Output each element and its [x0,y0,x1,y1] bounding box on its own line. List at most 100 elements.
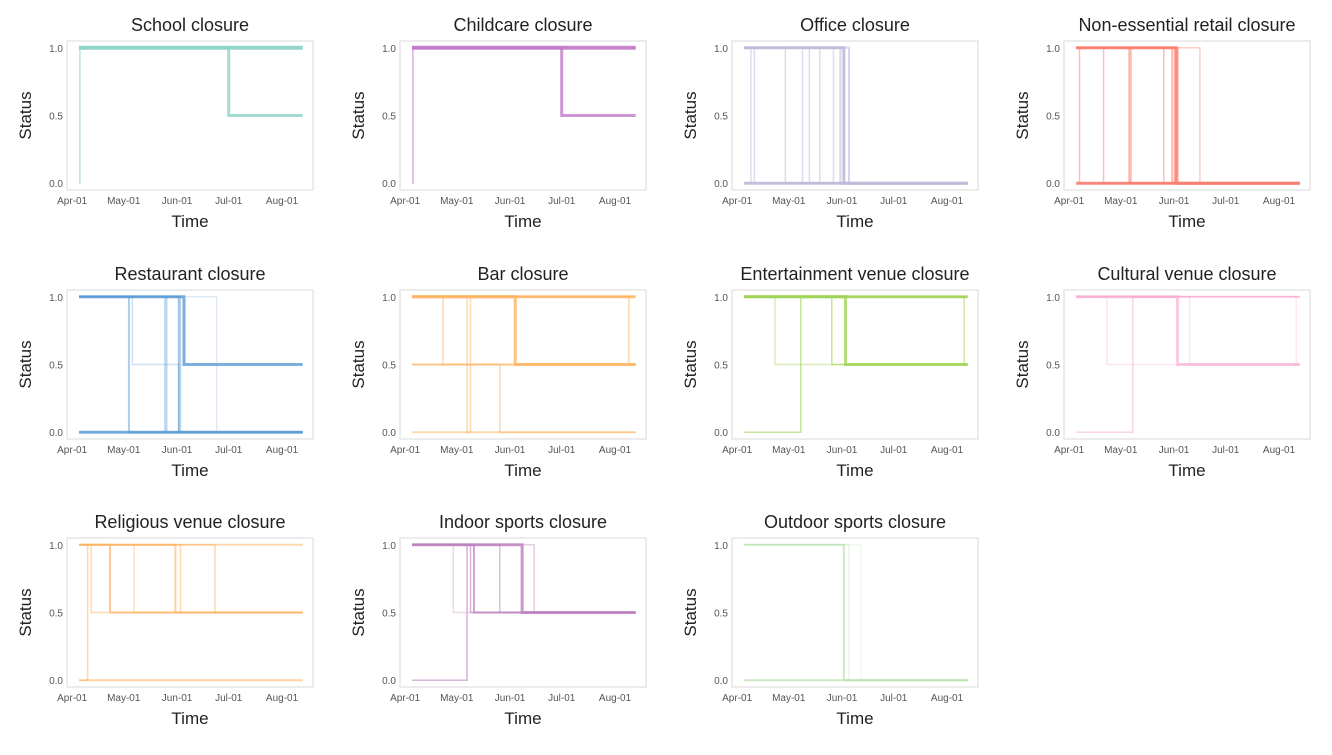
x-tick-label: May-01 [772,196,806,207]
x-tick-label: Jun-01 [827,445,858,456]
x-tick-label: Jul-01 [215,196,243,207]
x-tick-label: Apr-01 [722,196,752,207]
plot-frame [731,537,979,688]
y-axis-label: Status [1013,340,1032,388]
y-tick-label: 0.0 [714,179,728,190]
x-tick-label: Apr-01 [1054,196,1084,207]
x-tick-label: Apr-01 [57,196,87,207]
series-line [1076,296,1300,366]
y-tick-label: 0.5 [49,112,63,123]
x-tick-label: Jun-01 [162,693,193,704]
panel-title: Office closure [800,15,910,35]
x-tick-label: May-01 [440,196,474,207]
plot-frame [731,40,979,191]
y-tick-label: 1.0 [714,44,728,55]
y-tick-label: 0.0 [49,428,63,439]
x-tick-label: Jul-01 [215,445,243,456]
series-line [79,46,303,117]
panel-title: Indoor sports closure [439,512,607,532]
y-tick-label: 0.0 [382,179,396,190]
y-tick-label: 0.5 [382,361,396,372]
y-tick-label: 1.0 [382,293,396,304]
x-tick-label: Aug-01 [931,445,964,456]
x-axis-label: Time [1168,212,1205,231]
chart-panel: Non-essential retail closure 0.0 0.5 1.0 Apr… [1013,15,1311,231]
x-tick-label: May-01 [772,693,806,704]
x-axis-label: Time [171,709,208,728]
x-tick-label: May-01 [1104,196,1138,207]
y-axis-label: Status [681,91,700,139]
y-tick-label: 0.0 [49,179,63,190]
series-line [1076,295,1300,366]
x-axis-label: Time [836,212,873,231]
x-tick-label: Aug-01 [1263,445,1296,456]
x-tick-label: May-01 [772,445,806,456]
x-tick-label: Jul-01 [215,693,243,704]
x-tick-label: Aug-01 [266,196,299,207]
x-tick-label: Jul-01 [880,196,908,207]
y-axis-label: Status [16,91,35,139]
x-tick-label: Aug-01 [931,196,964,207]
panel-title: Religious venue closure [94,512,285,532]
y-tick-label: 0.5 [1046,361,1060,372]
y-tick-label: 0.0 [714,676,728,687]
y-tick-label: 0.5 [714,609,728,620]
x-tick-label: Jul-01 [1212,445,1240,456]
x-axis-label: Time [836,461,873,480]
x-tick-label: May-01 [440,445,474,456]
y-tick-label: 1.0 [49,293,63,304]
x-tick-label: Aug-01 [599,445,632,456]
x-tick-label: Jul-01 [880,445,908,456]
x-tick-label: Jul-01 [880,693,908,704]
x-tick-label: Apr-01 [57,445,87,456]
x-tick-label: Jun-01 [495,693,526,704]
y-tick-label: 1.0 [1046,44,1060,55]
y-tick-label: 0.0 [382,676,396,687]
series-line [744,543,968,682]
y-tick-label: 0.5 [382,112,396,123]
series-line [744,296,968,366]
series-line [744,544,968,681]
x-tick-label: May-01 [1104,445,1138,456]
x-axis-label: Time [1168,461,1205,480]
panel-title: Non-essential retail closure [1078,15,1295,35]
x-tick-label: Aug-01 [599,693,632,704]
x-tick-label: Jul-01 [548,196,576,207]
x-axis-label: Time [504,461,541,480]
series-line [744,46,968,185]
x-tick-label: May-01 [107,693,141,704]
y-tick-label: 1.0 [49,541,63,552]
y-tick-label: 0.5 [1046,112,1060,123]
x-axis-label: Time [171,212,208,231]
series-line [1076,46,1300,185]
y-tick-label: 0.5 [49,361,63,372]
chart-panel: Cultural venue closure 0.0 0.5 1.0 Apr-01 May… [1013,264,1311,480]
chart-panel: Entertainment venue closure 0.0 0.5 1.0 Apr-… [681,264,979,480]
x-tick-label: Jul-01 [548,693,576,704]
panel-title: Cultural venue closure [1097,264,1276,284]
series-line [1076,296,1300,366]
x-tick-label: Jun-01 [162,196,193,207]
x-tick-label: Apr-01 [390,445,420,456]
y-tick-label: 1.0 [714,541,728,552]
x-tick-label: Apr-01 [390,693,420,704]
x-tick-label: Aug-01 [266,445,299,456]
x-tick-label: May-01 [107,196,141,207]
x-tick-label: Aug-01 [599,196,632,207]
y-tick-label: 1.0 [49,44,63,55]
x-tick-label: Jun-01 [827,693,858,704]
chart-panel: Indoor sports closure 0.0 0.5 1.0 Apr-01 May-… [349,512,647,728]
y-tick-label: 0.0 [1046,179,1060,190]
panel-title: Entertainment venue closure [740,264,969,284]
y-axis-label: Status [349,340,368,388]
x-tick-label: Aug-01 [1263,196,1296,207]
series-line [1076,47,1300,184]
series-line [744,544,968,681]
x-tick-label: Apr-01 [722,445,752,456]
y-axis-label: Status [16,340,35,388]
y-tick-label: 1.0 [1046,293,1060,304]
x-tick-label: Apr-01 [57,693,87,704]
x-axis-label: Time [836,709,873,728]
series-line [412,363,636,433]
